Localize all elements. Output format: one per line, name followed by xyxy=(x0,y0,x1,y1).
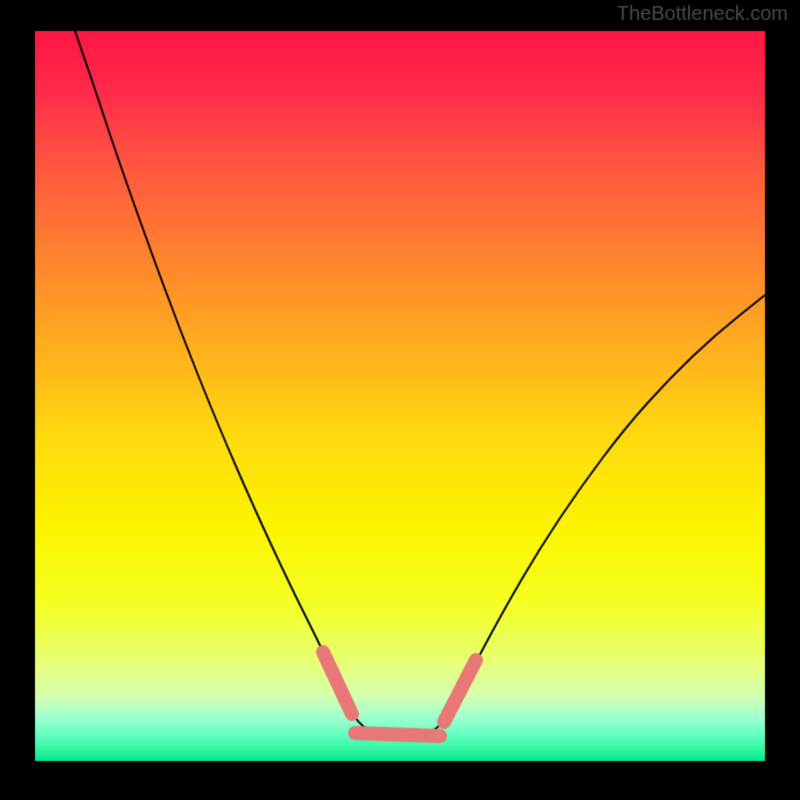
bottleneck-chart xyxy=(0,0,800,800)
